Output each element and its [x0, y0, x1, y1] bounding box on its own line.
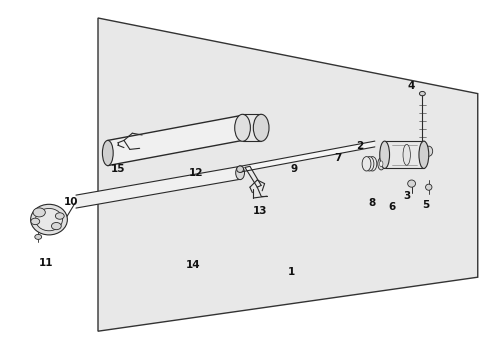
Text: 15: 15	[110, 164, 125, 174]
Ellipse shape	[55, 213, 64, 219]
Ellipse shape	[380, 141, 390, 168]
Ellipse shape	[253, 114, 269, 141]
Ellipse shape	[368, 157, 377, 171]
Ellipse shape	[408, 180, 416, 187]
Ellipse shape	[425, 146, 433, 156]
Ellipse shape	[425, 184, 432, 190]
Text: 11: 11	[39, 258, 54, 268]
Ellipse shape	[102, 140, 113, 166]
Text: 5: 5	[423, 200, 430, 210]
Ellipse shape	[235, 114, 250, 141]
Polygon shape	[98, 18, 478, 331]
Text: 1: 1	[288, 267, 295, 277]
Ellipse shape	[403, 144, 411, 165]
Text: 12: 12	[189, 168, 203, 178]
Ellipse shape	[362, 157, 371, 171]
Ellipse shape	[237, 166, 244, 172]
Ellipse shape	[36, 208, 63, 231]
Text: 10: 10	[64, 197, 78, 207]
Text: 8: 8	[369, 198, 376, 208]
Text: 6: 6	[389, 202, 395, 212]
Text: 14: 14	[186, 260, 201, 270]
Ellipse shape	[419, 141, 429, 168]
Text: 9: 9	[291, 164, 297, 174]
Polygon shape	[108, 115, 243, 166]
Ellipse shape	[35, 234, 42, 239]
Text: 13: 13	[252, 206, 267, 216]
Polygon shape	[240, 141, 375, 172]
Ellipse shape	[236, 166, 245, 180]
Text: 4: 4	[408, 81, 416, 91]
Polygon shape	[76, 166, 240, 208]
Ellipse shape	[380, 161, 383, 167]
Text: 7: 7	[334, 153, 342, 163]
Ellipse shape	[31, 218, 40, 225]
Ellipse shape	[51, 222, 61, 230]
Text: 2: 2	[357, 141, 364, 151]
Ellipse shape	[30, 204, 67, 235]
Ellipse shape	[365, 157, 374, 171]
Polygon shape	[385, 141, 424, 168]
Ellipse shape	[419, 91, 425, 96]
Text: 3: 3	[403, 191, 410, 201]
Ellipse shape	[378, 158, 385, 170]
Ellipse shape	[33, 208, 45, 217]
